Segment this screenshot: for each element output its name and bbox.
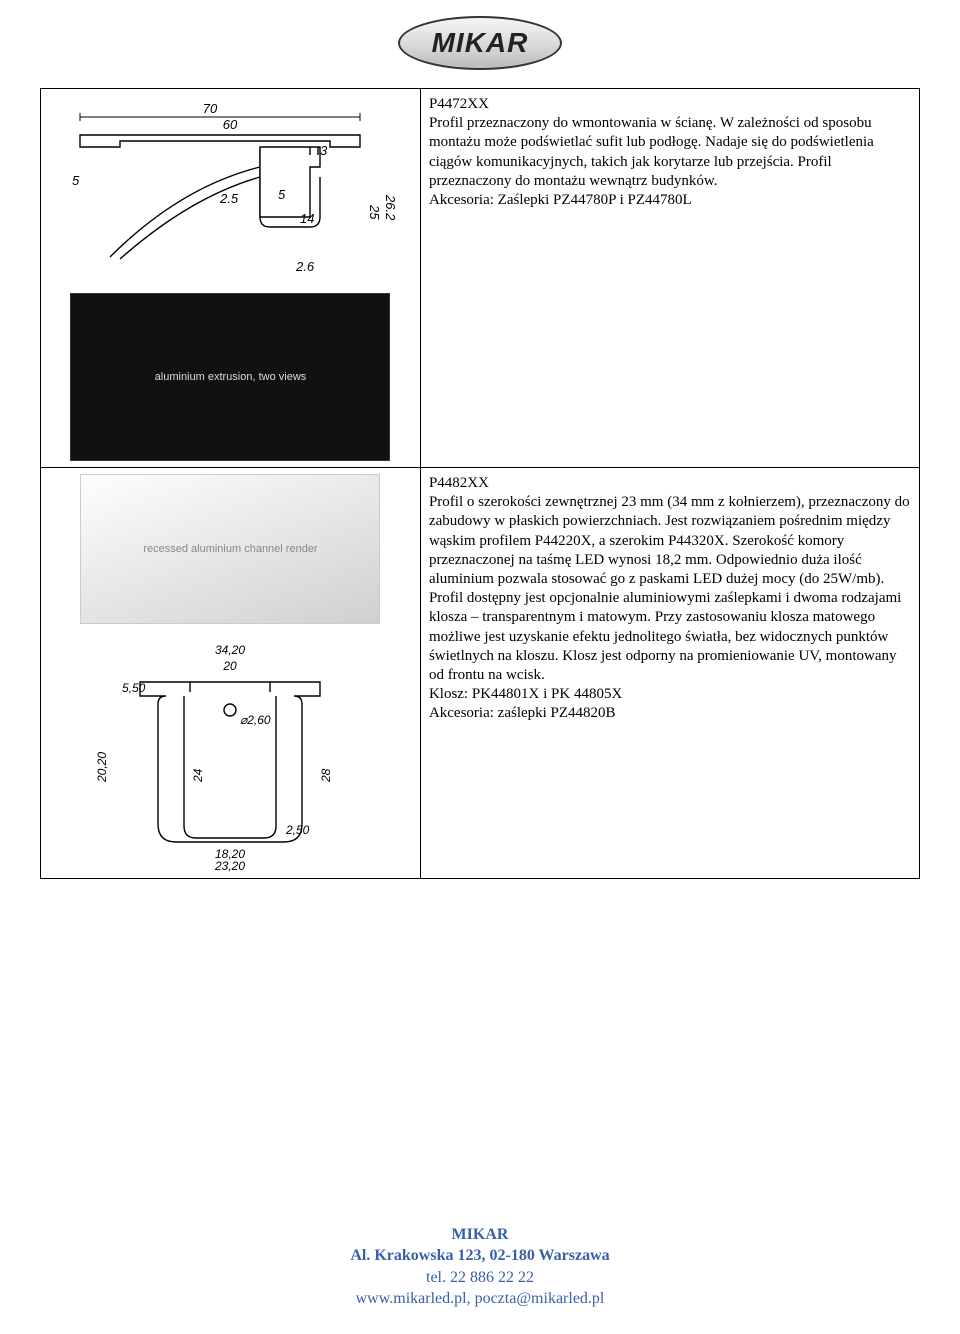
- svg-text:5: 5: [278, 187, 286, 202]
- row1-photo: aluminium extrusion, two views: [70, 293, 390, 461]
- svg-text:23,20: 23,20: [214, 859, 245, 872]
- row1-text-cell: P4472XX Profil przeznaczony do wmontowan…: [420, 89, 919, 468]
- row2-body: Profil o szerokości zewnętrznej 23 mm (3…: [429, 494, 910, 683]
- footer-address: Al. Krakowska 123, 02-180 Warszawa: [0, 1245, 960, 1267]
- row2-render-caption: recessed aluminium channel render: [143, 543, 317, 555]
- footer-company: MIKAR: [0, 1224, 960, 1246]
- svg-text:5,50: 5,50: [122, 681, 146, 695]
- svg-text:25: 25: [367, 204, 382, 220]
- logo: MIKAR: [396, 12, 564, 74]
- table-row: 70 60 5 2.5 5 3 14 2.6 25 26.2: [41, 89, 920, 468]
- row2-image-cell: recessed aluminium channel render: [41, 468, 421, 879]
- svg-text:20,20: 20,20: [95, 752, 109, 783]
- row1-accessories: Akcesoria: Zaślepki PZ44780P i PZ44780L: [429, 192, 692, 208]
- row1-code: P4472XX: [429, 95, 911, 114]
- svg-text:34,20: 34,20: [215, 643, 245, 657]
- table-row: recessed aluminium channel render: [41, 468, 920, 879]
- svg-text:26.2: 26.2: [383, 194, 398, 221]
- svg-text:24: 24: [191, 768, 205, 783]
- svg-text:70: 70: [203, 101, 218, 116]
- svg-text:60: 60: [223, 117, 238, 132]
- svg-text:3: 3: [320, 143, 328, 158]
- svg-text:⌀2,60: ⌀2,60: [240, 713, 271, 727]
- row2-description: P4482XX Profil o szerokości zewnętrznej …: [429, 474, 911, 723]
- row2-tech-drawing: 34,20 20 5,50 ⌀2,60 20,20 24 28 2,50 18,…: [80, 632, 380, 872]
- logo-text: MIKAR: [432, 27, 529, 59]
- svg-text:2,50: 2,50: [285, 823, 310, 837]
- svg-text:14: 14: [300, 211, 314, 226]
- svg-text:5: 5: [72, 173, 80, 188]
- row2-cover: Klosz: PK44801X i PK 44805X: [429, 686, 622, 702]
- svg-text:20: 20: [223, 659, 238, 673]
- row1-photo-caption: aluminium extrusion, two views: [155, 371, 307, 383]
- row2-render: recessed aluminium channel render: [80, 474, 380, 624]
- footer-links: www.mikarled.pl, poczta@mikarled.pl: [0, 1288, 960, 1310]
- header-logo-wrap: MIKAR: [0, 0, 960, 80]
- svg-text:28: 28: [319, 768, 333, 783]
- row2-text-cell: P4482XX Profil o szerokości zewnętrznej …: [420, 468, 919, 879]
- row1-image-cell: 70 60 5 2.5 5 3 14 2.6 25 26.2: [41, 89, 421, 468]
- row1-description: P4472XX Profil przeznaczony do wmontowan…: [429, 95, 911, 210]
- row1-body: Profil przeznaczony do wmontowania w ści…: [429, 115, 874, 189]
- svg-text:2.6: 2.6: [295, 259, 315, 274]
- row2-accessories: Akcesoria: zaślepki PZ44820B: [429, 705, 616, 721]
- footer-tel: tel. 22 886 22 22: [0, 1267, 960, 1289]
- catalog-table: 70 60 5 2.5 5 3 14 2.6 25 26.2: [40, 88, 920, 879]
- page-footer: MIKAR Al. Krakowska 123, 02-180 Warszawa…: [0, 1224, 960, 1310]
- row2-code: P4482XX: [429, 474, 911, 493]
- svg-text:2.5: 2.5: [219, 191, 239, 206]
- row1-tech-drawing: 70 60 5 2.5 5 3 14 2.6 25 26.2: [60, 95, 400, 285]
